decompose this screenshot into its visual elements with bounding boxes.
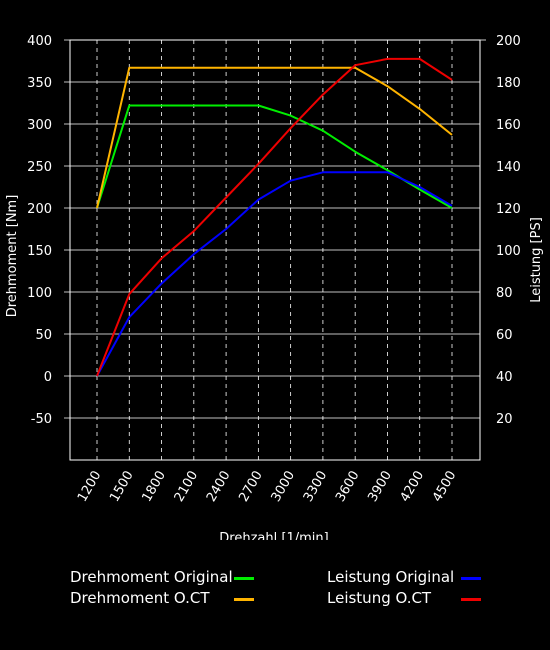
left-tick-label: -50 xyxy=(31,412,52,427)
series-line-1 xyxy=(96,66,453,209)
right-axis-ticks: 20 40 60 80 100 120 140 160 180 200 xyxy=(496,34,521,427)
x-axis-ticks: 1200 1500 1800 2100 2400 2700 3000 3300 3600 3900… xyxy=(75,469,460,505)
right-tick-label: 140 xyxy=(496,160,521,175)
x-tick-label: 2100 xyxy=(172,469,202,505)
x-tick-label: 3300 xyxy=(301,469,331,505)
right-tick-label: 80 xyxy=(496,286,513,301)
right-tick-label: 20 xyxy=(496,412,513,427)
legend-label: Leistung Original xyxy=(327,568,455,586)
right-tick-label: 160 xyxy=(496,118,521,133)
left-tick-label: 100 xyxy=(27,286,52,301)
legend-label: Drehmoment O.CT xyxy=(70,589,210,607)
torque-power-chart: -50 0 50 100 150 200 250 300 350 400 20 40 60 80 100 1… xyxy=(5,34,544,540)
right-tick-label: 200 xyxy=(496,34,521,49)
left-tick-label: 0 xyxy=(44,370,52,385)
legend-swatch xyxy=(234,598,254,601)
left-tick-label: 350 xyxy=(27,76,52,91)
x-tick-label: 1800 xyxy=(139,469,169,505)
x-tick-label: 3600 xyxy=(333,469,363,505)
left-tick-label: 150 xyxy=(27,244,52,259)
x-tick-label: 3000 xyxy=(269,469,299,505)
x-tick-label: 2700 xyxy=(236,469,266,505)
chart-series xyxy=(96,57,453,377)
left-tick-label: 400 xyxy=(27,34,52,49)
legend-label: Leistung O.CT xyxy=(327,589,432,607)
legend-label: Drehmoment Original xyxy=(70,568,233,586)
right-axis-title: Leistung [PS] xyxy=(529,217,544,303)
right-tick-label: 60 xyxy=(496,328,513,343)
right-tick-label: 120 xyxy=(496,202,521,217)
x-tick-label: 4500 xyxy=(430,469,460,505)
x-axis-title: Drehzahl [1/min] xyxy=(219,531,328,540)
legend-swatch xyxy=(461,577,481,580)
x-tick-label: 4200 xyxy=(398,469,428,505)
left-axis-title: Drehmoment [Nm] xyxy=(5,195,20,318)
right-tick-label: 180 xyxy=(496,76,521,91)
left-axis-ticks: -50 0 50 100 150 200 250 300 350 400 xyxy=(27,34,52,427)
left-tick-label: 300 xyxy=(27,118,52,133)
series-line-2 xyxy=(96,171,453,377)
right-tick-label: 100 xyxy=(496,244,521,259)
chart-grid xyxy=(64,39,486,461)
legend-swatch xyxy=(234,577,254,580)
x-tick-label: 1500 xyxy=(107,469,137,505)
left-tick-label: 50 xyxy=(35,328,52,343)
left-tick-label: 250 xyxy=(27,160,52,175)
x-tick-label: 1200 xyxy=(75,469,105,505)
x-tick-label: 3900 xyxy=(365,469,395,505)
right-tick-label: 40 xyxy=(496,370,513,385)
left-tick-label: 200 xyxy=(27,202,52,217)
series-line-0 xyxy=(96,104,453,209)
legend-swatch xyxy=(461,598,481,601)
x-tick-label: 2400 xyxy=(204,469,234,505)
series-line-3 xyxy=(96,57,453,377)
